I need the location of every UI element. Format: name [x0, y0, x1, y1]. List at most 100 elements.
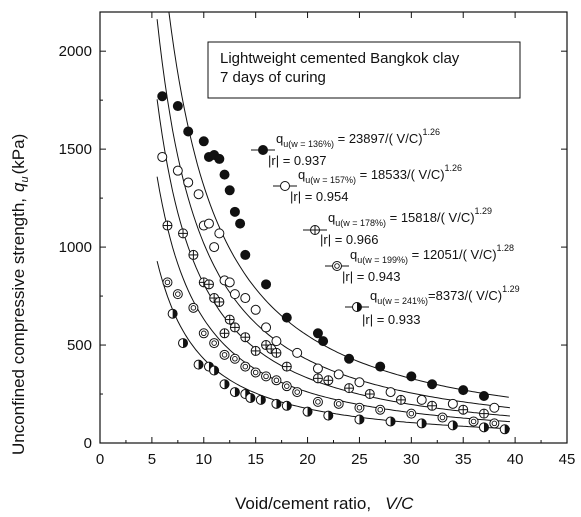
fit-annotation-2: qu(w = 157%) = 18533/( V/C)1.26 |r| = 0.9…: [273, 163, 462, 204]
data-point-s5: [499, 424, 510, 435]
data-point-s1: [427, 379, 438, 390]
data-point-s3: [203, 279, 214, 290]
data-point-s2: [489, 402, 500, 413]
data-point-s5: [271, 398, 282, 409]
data-point-s5: [229, 387, 240, 398]
fit-r-value-5: |r| = 0.933: [362, 312, 420, 327]
data-point-s3: [271, 347, 282, 358]
fit-annotation-4: qu(w = 199%) = 12051/( V/C)1.28 |r| = 0.9…: [325, 243, 514, 284]
data-point-s1: [344, 353, 355, 364]
data-point-s4: [333, 398, 344, 409]
data-point-s2: [271, 336, 282, 347]
data-point-s5: [354, 414, 365, 425]
data-point-s1: [235, 218, 246, 229]
x-tick-label: 20: [299, 451, 316, 468]
data-point-s5: [255, 394, 266, 405]
y-axis-subscript: u: [19, 176, 31, 182]
data-point-s3: [323, 375, 334, 386]
data-point-s1: [219, 169, 230, 180]
data-point-s2: [416, 394, 427, 405]
data-point-s3: [344, 383, 355, 394]
data-point-s3: [250, 345, 261, 356]
data-point-s2: [385, 387, 396, 398]
legend-marker-s5: [352, 302, 362, 312]
data-point-s4: [162, 277, 173, 288]
data-point-s2: [193, 189, 204, 200]
data-point-s4: [437, 412, 448, 423]
data-point-s2: [203, 218, 214, 229]
data-point-s1: [157, 91, 168, 102]
data-point-s3: [312, 373, 323, 384]
data-point-s3: [458, 404, 469, 415]
data-point-s1: [478, 390, 489, 401]
data-point-s2: [172, 165, 183, 176]
data-point-s3: [229, 322, 240, 333]
data-point-s5: [385, 416, 396, 427]
data-points: [157, 91, 510, 435]
data-point-s2: [292, 347, 303, 358]
data-point-s2: [333, 369, 344, 380]
data-point-s4: [489, 418, 500, 429]
chart-title-line-1: Lightweight cemented Bangkok clay: [220, 50, 460, 67]
data-point-s1: [229, 206, 240, 217]
fit-annotation-3: qu(w = 178%) = 15818/( V/C)1.29 |r| = 0.9…: [303, 206, 492, 247]
data-point-s2: [214, 228, 225, 239]
data-point-s2: [354, 377, 365, 388]
x-tick-label: 10: [195, 451, 212, 468]
legend-marker-s2: [280, 181, 290, 191]
data-point-s5: [447, 420, 458, 431]
data-point-s1: [198, 136, 209, 147]
y-tick-label: 2000: [59, 43, 92, 60]
title-box: Lightweight cemented Bangkok clay 7 days…: [207, 41, 521, 99]
data-point-s2: [261, 322, 272, 333]
data-point-s1: [281, 312, 292, 323]
data-point-s4: [188, 302, 199, 313]
data-point-s4: [312, 396, 323, 407]
data-point-s3: [219, 328, 230, 339]
x-tick-label: 15: [247, 451, 264, 468]
data-point-s4: [406, 408, 417, 419]
data-point-s1: [240, 249, 251, 260]
data-point-s5: [245, 392, 256, 403]
x-tick-label: 30: [403, 451, 420, 468]
fit-equation-3: qu(w = 178%) = 15818/( V/C)1.29: [328, 206, 492, 228]
data-point-s4: [219, 349, 230, 360]
x-tick-label: 45: [559, 451, 576, 468]
data-point-s4: [209, 338, 220, 349]
data-point-s5: [167, 308, 178, 319]
y-tick-label: 500: [67, 337, 92, 354]
y-tick-label: 1000: [59, 239, 92, 256]
data-point-s1: [224, 185, 235, 196]
data-point-s5: [323, 410, 334, 421]
data-point-s3: [188, 249, 199, 260]
data-point-s1: [458, 385, 469, 396]
data-point-s5: [209, 365, 220, 376]
legend-marker-s4: [332, 261, 342, 271]
y-axis-label: Unconfined compressive strength,qu(kPa): [9, 134, 31, 455]
data-point-s1: [318, 336, 329, 347]
x-tick-label: 0: [96, 451, 104, 468]
data-point-s3: [281, 361, 292, 372]
data-point-s3: [240, 332, 251, 343]
fit-curve-1: [168, 11, 509, 398]
data-point-s3: [178, 228, 189, 239]
data-point-s5: [302, 406, 313, 417]
data-point-s1: [312, 328, 323, 339]
data-point-s4: [240, 361, 251, 372]
data-point-s4: [292, 387, 303, 398]
fit-r-value-4: |r| = 0.943: [342, 269, 400, 284]
data-point-s3: [478, 408, 489, 419]
legend-marker-s1: [258, 145, 268, 155]
data-point-s5: [178, 338, 189, 349]
data-point-s3: [427, 400, 438, 411]
y-axis-unit: (kPa): [9, 134, 28, 175]
data-point-s1: [406, 371, 417, 382]
data-point-s3: [162, 220, 173, 231]
y-axis-variable: q: [9, 182, 28, 192]
data-point-s4: [375, 404, 386, 415]
data-point-s2: [229, 289, 240, 300]
fit-equation-4: qu(w = 199%) = 12051/( V/C)1.28: [350, 243, 514, 265]
chart-title-line-2: 7 days of curing: [220, 69, 326, 86]
fit-curve-4: [156, 176, 510, 423]
